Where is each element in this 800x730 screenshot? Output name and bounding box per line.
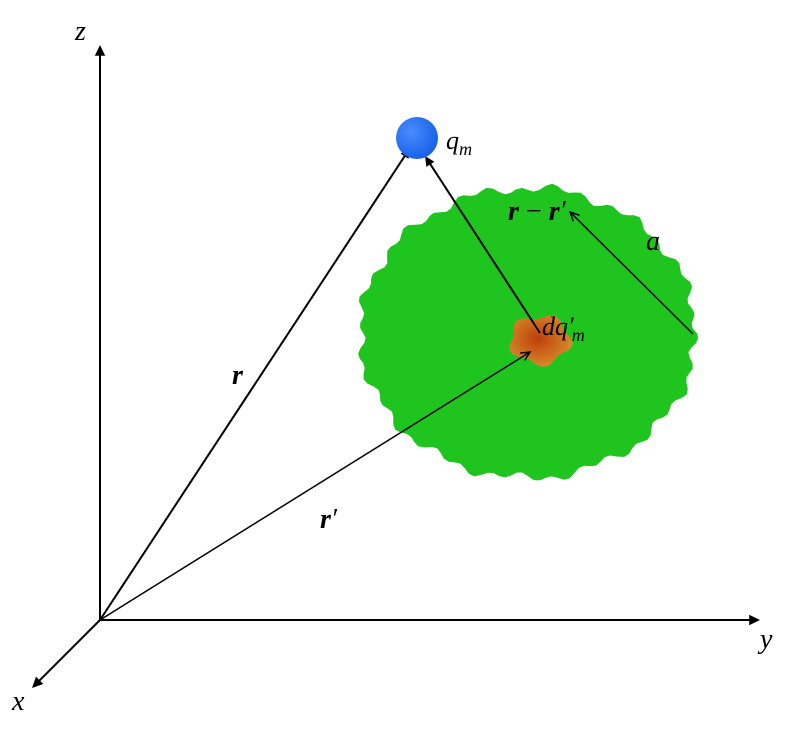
physics-diagram xyxy=(0,0,800,730)
axis-z-label: z xyxy=(75,16,86,48)
axis-y-label: y xyxy=(760,624,772,656)
point-charge xyxy=(396,117,438,159)
vector-a-label: a xyxy=(646,226,660,258)
vector-r-label: r xyxy=(232,360,243,392)
vector-r xyxy=(100,154,406,620)
axis-x-label: x xyxy=(12,686,24,718)
vector-r_prime xyxy=(100,352,530,620)
element-dqm-label: dq′m xyxy=(542,312,585,346)
vector-rprime-label: r′ xyxy=(320,504,337,536)
charge-qm-label: qm xyxy=(446,126,472,160)
axis-x xyxy=(38,620,100,682)
vector-r-minus-rprime-label: r − r′ xyxy=(508,196,566,228)
